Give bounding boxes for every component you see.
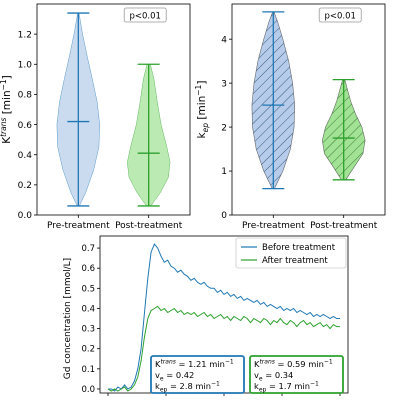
legend-label: After treatment	[262, 256, 328, 266]
y-tick-label: 0.1	[81, 365, 95, 375]
parameter-text: Ktrans = 1.21 min−1	[155, 359, 234, 370]
y-tick-label: 0.2	[81, 345, 95, 355]
y-axis-label: Ktrans [min−1]	[0, 75, 13, 144]
y-axis-label: Gd concentration [mmol/L]	[63, 258, 73, 379]
y-tick-label: 4	[221, 35, 227, 45]
y-tick-label: 0.4	[18, 151, 33, 161]
series-line	[107, 305, 340, 392]
y-tick-label: 0.3	[81, 325, 95, 335]
parameter-text: ve = 0.34	[254, 370, 293, 383]
p-value-label: p<0.01	[324, 12, 355, 22]
y-tick-label: 0	[221, 211, 227, 221]
y-axis-label: kep [min−1]	[194, 81, 210, 139]
y-tick-label: 0.8	[18, 91, 33, 101]
parameter-text: ve = 0.42	[155, 370, 194, 383]
axes-frame	[231, 3, 386, 216]
p-value-box	[123, 7, 167, 23]
x-tick-label: Pre-treatment	[47, 221, 110, 231]
y-tick-label: 1	[221, 167, 227, 177]
y-tick-label: 1.2	[18, 30, 32, 40]
legend-label: Before treatment	[262, 243, 336, 253]
kep-violin-panel: 0 1 2 3 4 Pre-treatment Post-treatment p<0.01 ke…	[194, 3, 386, 231]
y-tick-label: 0.6	[81, 264, 95, 274]
y-tick-label: 0.0	[18, 211, 33, 221]
y-tick-label: 1.0	[18, 60, 33, 70]
parameter-text: Ktrans = 0.59 min−1	[254, 359, 333, 370]
legend-box	[235, 237, 347, 269]
axes-frame	[36, 3, 191, 216]
y-tick-label: 0.2	[18, 181, 32, 191]
x-tick-label: Pre-treatment	[242, 221, 305, 231]
p-value-box	[318, 7, 362, 23]
y-tick-label: 0.5	[81, 284, 95, 294]
parameter-text: kep = 1.7 min−1	[254, 381, 319, 394]
series-line	[108, 243, 340, 392]
parameter-box	[150, 355, 245, 394]
parameter-text: kep = 2.8 min−1	[155, 381, 220, 394]
y-tick-label: 0.4	[81, 304, 95, 314]
y-tick-label: 3	[221, 79, 227, 89]
y-tick-label: 2	[221, 123, 227, 133]
x-tick-label: Post-treatment	[310, 221, 378, 231]
y-tick-label: 0.7	[81, 244, 95, 254]
x-tick-label: Post-treatment	[115, 221, 183, 231]
ktrans-violin-panel: 0.0 0.2 0.4 0.6 0.8 1.0 1.2 Pre-treatment Post-t…	[0, 3, 191, 231]
y-tick-label: 0.6	[18, 121, 33, 131]
y-tick-label: 0.0	[81, 385, 95, 395]
gd-concentration-panel: 0.0 0.1 0.2 0.3 0.4 0.5 0.6 0.7 Gd concentration…	[63, 235, 349, 396]
parameter-box	[249, 355, 344, 394]
p-value-label: p<0.01	[129, 12, 160, 22]
